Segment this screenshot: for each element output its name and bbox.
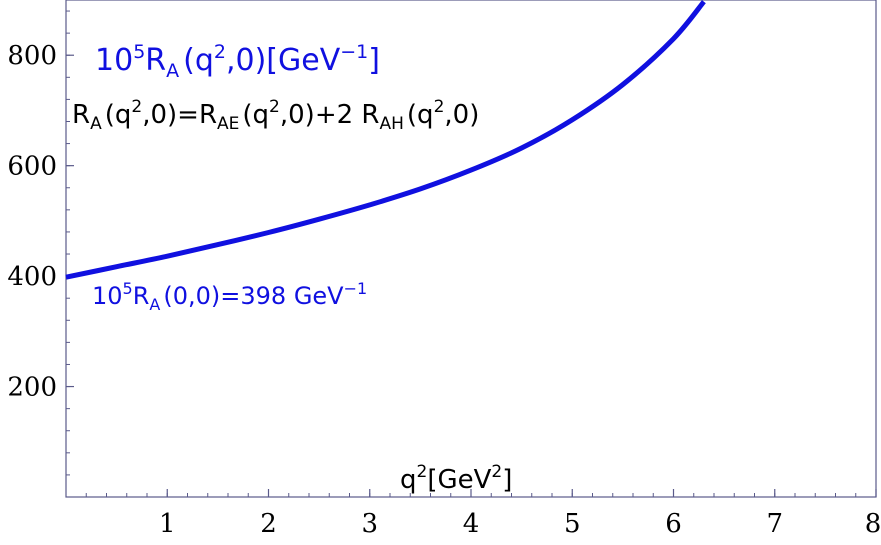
- x-tick-label: 2: [260, 509, 277, 539]
- formula-p6: (q: [407, 100, 434, 130]
- x-axis-label-close: ]: [502, 465, 512, 495]
- formula-p5-sub: AH: [379, 114, 403, 134]
- x-axis-label-exp: 2: [417, 462, 428, 482]
- series-label: 105RA (q2,0)[GeV−1]: [95, 41, 380, 82]
- formula-p3: ,0)=R: [142, 100, 217, 130]
- x-tick-label: 8: [865, 509, 881, 539]
- formula-annotation: RA (q2,0)=RAE (q2,0)+2 RAH (q2,0): [72, 97, 479, 134]
- series-label-unit-exp: −1: [340, 41, 368, 63]
- formula-p5: ,0)+2 R: [280, 100, 380, 130]
- x-tick-labels: 1 2 3 4 5 6 7 8: [159, 509, 881, 539]
- series-label-args-end: ,0)[GeV: [226, 43, 341, 78]
- formula-p2: (q: [105, 100, 132, 130]
- intercept-sub: A: [149, 295, 160, 314]
- y-tick-label: 800: [7, 41, 57, 71]
- y-tick-label: 200: [7, 373, 57, 403]
- x-tick-label: 3: [361, 509, 378, 539]
- intercept-exp: 5: [123, 279, 133, 298]
- x-axis-label-unit-exp: 2: [491, 462, 502, 482]
- series-label-close: ]: [368, 43, 380, 78]
- intercept-unit-exp: −1: [344, 279, 368, 298]
- intercept-annotation: 105RA (0,0)=398 GeV−1: [92, 279, 367, 314]
- series-label-sub: A: [166, 60, 179, 82]
- formula-p1-sub: A: [90, 114, 102, 134]
- formula-p7: ,0): [444, 100, 479, 130]
- formula-p4: (q: [242, 100, 269, 130]
- formula-p4-exp: 2: [269, 97, 280, 117]
- x-tick-label: 1: [159, 509, 176, 539]
- series-label-args: (q: [183, 43, 214, 78]
- x-axis-label-unit: [GeV: [427, 465, 491, 495]
- intercept-base: 10: [92, 282, 123, 310]
- series-label-args-exp: 2: [214, 41, 226, 63]
- formula-p1: R: [72, 100, 90, 130]
- intercept-args: (0,0)=398 GeV: [163, 282, 344, 310]
- formula-p6-exp: 2: [434, 97, 445, 117]
- series-line: [65, 0, 706, 280]
- x-tick-label: 7: [766, 509, 783, 539]
- y-tick-labels: 200 400 600 800: [7, 41, 57, 402]
- x-tick-label: 5: [564, 509, 581, 539]
- series-label-exp: 5: [133, 41, 145, 63]
- y-tick-label: 600: [7, 152, 57, 182]
- series-label-base: 10: [95, 43, 133, 78]
- series-label-sym: R: [145, 43, 166, 78]
- x-axis-label: q2[GeV2]: [400, 462, 512, 495]
- formula-p3-sub: AE: [217, 114, 239, 134]
- y-tick-label: 400: [7, 262, 57, 292]
- formula-p2-exp: 2: [131, 97, 142, 117]
- intercept-sym: R: [133, 282, 150, 310]
- x-tick-label: 4: [463, 509, 480, 539]
- x-tick-label: 6: [665, 509, 682, 539]
- x-axis-label-q: q: [400, 465, 417, 495]
